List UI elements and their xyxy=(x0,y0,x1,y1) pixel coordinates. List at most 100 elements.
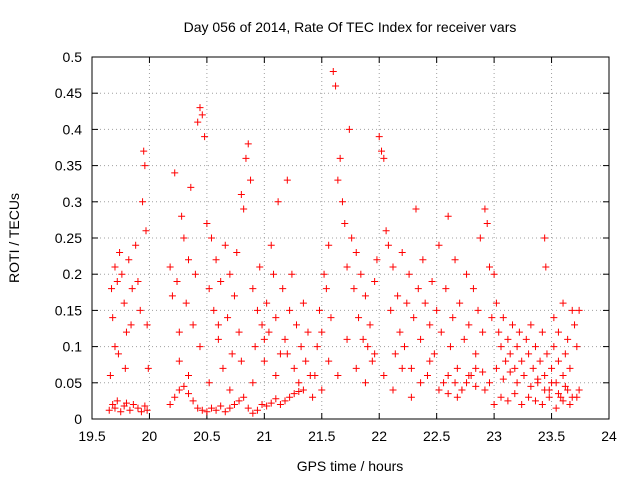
data-point xyxy=(492,364,500,372)
data-point xyxy=(175,328,183,336)
data-point xyxy=(293,321,301,329)
data-point xyxy=(472,350,480,358)
data-point xyxy=(513,379,521,387)
y-tick-label: 0.15 xyxy=(55,302,82,318)
grid xyxy=(92,57,609,419)
data-point xyxy=(166,401,174,409)
data-point xyxy=(219,364,227,372)
data-point xyxy=(198,406,206,414)
data-point xyxy=(525,393,533,401)
data-point xyxy=(486,263,494,271)
data-point xyxy=(554,357,562,365)
data-point xyxy=(463,379,471,387)
data-point xyxy=(433,306,441,314)
data-point xyxy=(263,299,271,307)
data-point xyxy=(458,386,466,394)
data-point xyxy=(352,364,360,372)
data-point xyxy=(472,382,480,390)
x-tick-label: 23.5 xyxy=(538,428,565,444)
data-point xyxy=(142,227,150,235)
data-point xyxy=(276,401,284,409)
data-point xyxy=(325,357,333,365)
data-point xyxy=(394,292,402,300)
data-point xyxy=(495,328,503,336)
data-point xyxy=(531,343,539,351)
data-point xyxy=(564,386,572,394)
data-point xyxy=(194,404,202,412)
data-point xyxy=(449,314,457,322)
x-tick-label: 19.5 xyxy=(78,428,105,444)
x-tick-label: 24 xyxy=(601,428,617,444)
data-point xyxy=(545,386,553,394)
data-point xyxy=(320,270,328,278)
data-point xyxy=(361,379,369,387)
data-point xyxy=(109,401,117,409)
data-point xyxy=(453,364,461,372)
data-point xyxy=(126,406,134,414)
data-point xyxy=(453,393,461,401)
data-point xyxy=(253,406,261,414)
data-point xyxy=(440,379,448,387)
data-point xyxy=(554,328,562,336)
data-point xyxy=(417,379,425,387)
data-point xyxy=(479,368,487,376)
data-point xyxy=(117,408,125,416)
data-point xyxy=(295,387,303,395)
data-point xyxy=(327,314,335,322)
data-point xyxy=(127,321,135,329)
data-point xyxy=(258,321,266,329)
data-point xyxy=(400,343,408,351)
data-point xyxy=(270,270,278,278)
data-point xyxy=(173,277,181,285)
data-point xyxy=(166,263,174,271)
data-point xyxy=(251,343,259,351)
data-point xyxy=(571,321,579,329)
data-point xyxy=(375,133,383,141)
y-tick-label: 0.05 xyxy=(55,375,82,391)
data-point xyxy=(490,270,498,278)
data-point xyxy=(140,147,148,155)
data-point xyxy=(391,350,399,358)
data-point xyxy=(205,379,213,387)
data-point xyxy=(191,270,199,278)
data-point xyxy=(380,372,388,380)
y-tick-label: 0.45 xyxy=(55,85,82,101)
data-point xyxy=(527,321,535,329)
data-point xyxy=(513,343,521,351)
data-point xyxy=(343,263,351,271)
data-point xyxy=(265,328,273,336)
data-point xyxy=(529,364,537,372)
data-point xyxy=(143,406,151,414)
data-point xyxy=(575,386,583,394)
y-axis-label: ROTI / TECUs xyxy=(6,193,22,283)
data-point xyxy=(538,328,546,336)
data-point xyxy=(136,306,144,314)
data-point xyxy=(552,404,560,412)
data-point xyxy=(137,408,145,416)
data-point xyxy=(182,299,190,307)
data-point xyxy=(221,241,229,249)
data-point xyxy=(460,335,468,343)
data-point xyxy=(171,393,179,401)
data-point xyxy=(128,285,136,293)
data-point xyxy=(249,409,257,417)
data-point xyxy=(545,393,553,401)
data-point xyxy=(573,343,581,351)
data-point xyxy=(221,408,229,416)
data-point xyxy=(357,270,365,278)
data-point xyxy=(541,372,549,380)
data-point xyxy=(109,314,117,322)
data-point xyxy=(185,372,193,380)
data-point xyxy=(272,314,280,322)
data-point xyxy=(105,406,113,414)
data-point xyxy=(428,277,436,285)
data-point xyxy=(178,212,186,220)
data-point xyxy=(564,335,572,343)
data-points xyxy=(105,67,583,417)
data-point xyxy=(272,395,280,403)
x-tick-label: 21.5 xyxy=(308,428,335,444)
data-point xyxy=(499,375,507,383)
data-point xyxy=(207,234,215,242)
data-point xyxy=(226,270,234,278)
data-point xyxy=(538,401,546,409)
